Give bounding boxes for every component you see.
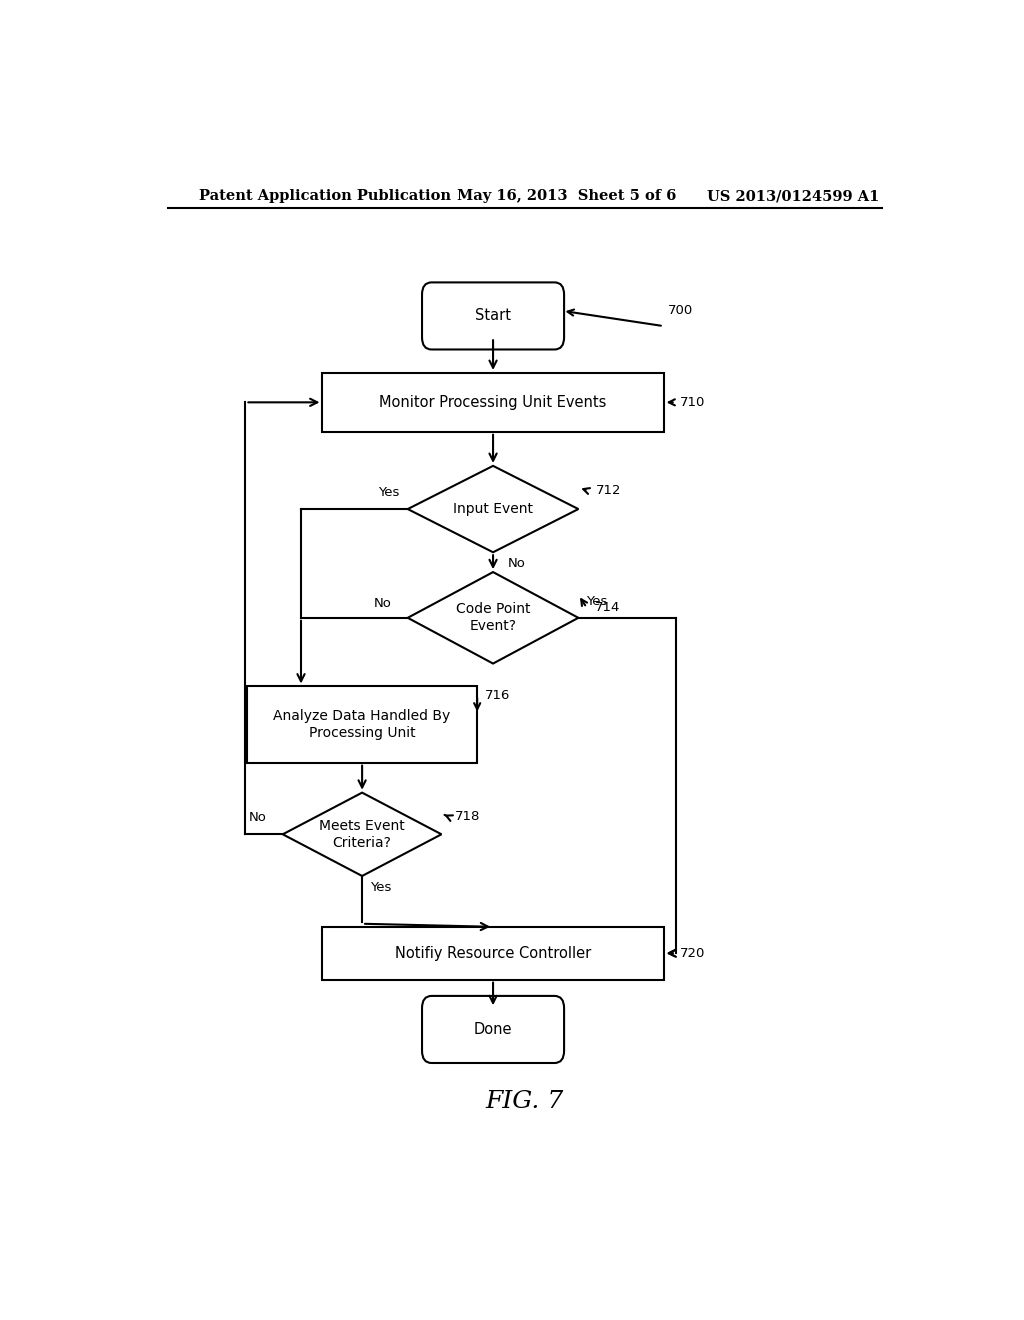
Bar bbox=[323, 927, 664, 979]
Text: Input Event: Input Event bbox=[453, 502, 534, 516]
FancyBboxPatch shape bbox=[422, 995, 564, 1063]
Text: No: No bbox=[249, 812, 267, 824]
Text: Yes: Yes bbox=[370, 880, 391, 894]
Polygon shape bbox=[408, 572, 579, 664]
Text: Yes: Yes bbox=[379, 486, 399, 499]
Text: No: No bbox=[374, 597, 392, 610]
Text: Meets Event
Criteria?: Meets Event Criteria? bbox=[319, 818, 404, 850]
Text: 720: 720 bbox=[680, 946, 705, 960]
Text: 710: 710 bbox=[680, 396, 705, 409]
Text: Start: Start bbox=[475, 309, 511, 323]
Text: Yes: Yes bbox=[587, 594, 607, 607]
Text: Analyze Data Handled By
Processing Unit: Analyze Data Handled By Processing Unit bbox=[273, 709, 451, 741]
Polygon shape bbox=[408, 466, 579, 552]
Bar bbox=[247, 686, 477, 763]
FancyBboxPatch shape bbox=[422, 282, 564, 350]
Text: Done: Done bbox=[474, 1022, 512, 1038]
Text: No: No bbox=[507, 557, 525, 570]
Polygon shape bbox=[283, 792, 441, 876]
Text: Notifiy Resource Controller: Notifiy Resource Controller bbox=[395, 945, 591, 961]
Text: FIG. 7: FIG. 7 bbox=[485, 1090, 564, 1113]
Bar bbox=[323, 372, 664, 432]
Text: 712: 712 bbox=[596, 484, 622, 498]
Text: Patent Application Publication: Patent Application Publication bbox=[200, 189, 452, 203]
Text: 714: 714 bbox=[595, 601, 620, 614]
Text: US 2013/0124599 A1: US 2013/0124599 A1 bbox=[708, 189, 880, 203]
Text: Monitor Processing Unit Events: Monitor Processing Unit Events bbox=[379, 395, 607, 409]
Text: 700: 700 bbox=[668, 305, 693, 317]
Text: 718: 718 bbox=[455, 809, 480, 822]
Text: 716: 716 bbox=[485, 689, 511, 701]
Text: May 16, 2013  Sheet 5 of 6: May 16, 2013 Sheet 5 of 6 bbox=[458, 189, 677, 203]
Text: Code Point
Event?: Code Point Event? bbox=[456, 602, 530, 634]
